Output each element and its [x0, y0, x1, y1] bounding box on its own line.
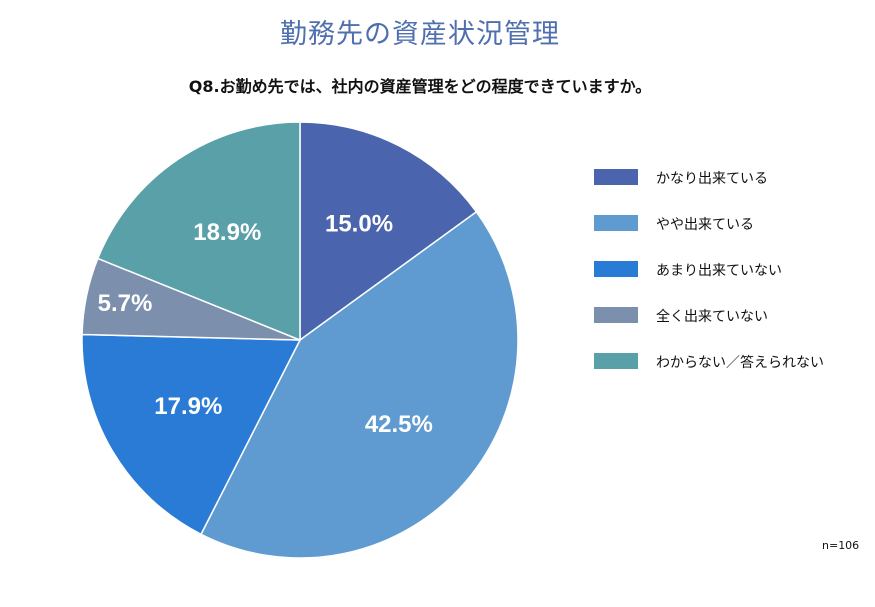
slice-value-label-0: 15.0%	[325, 211, 393, 238]
slice-value-label-4: 18.9%	[193, 219, 261, 246]
pie-slice-4	[96, 121, 301, 342]
legend-label-2: あまり出来ていない	[656, 263, 782, 279]
slice-value-label-2: 17.9%	[154, 393, 222, 420]
pie-slice-2	[81, 333, 302, 536]
pie-slice-1	[200, 210, 519, 559]
pie-slice-0	[299, 121, 478, 342]
slice-value-label-3: 5.7%	[98, 290, 153, 317]
legend-swatch-3	[594, 307, 638, 323]
legend-swatch-4	[594, 353, 638, 369]
legend-swatch-1	[594, 215, 638, 231]
sample-size-note: n=106	[822, 539, 860, 552]
legend-label-4: わからない／答えられない	[656, 355, 824, 371]
legend-label-3: 全く出来ていない	[656, 309, 768, 325]
legend-swatch-2	[594, 261, 638, 277]
legend-label-0: かなり出来ている	[656, 171, 768, 187]
legend-swatch-0	[594, 169, 638, 185]
legend-label-1: やや出来ている	[656, 217, 754, 233]
chart-title: 勤務先の資産状況管理	[280, 19, 560, 50]
slice-value-label-1: 42.5%	[365, 411, 433, 438]
chart-subtitle: Q8.お勤め先では、社内の資産管理をどの程度できていますか。	[188, 77, 652, 96]
